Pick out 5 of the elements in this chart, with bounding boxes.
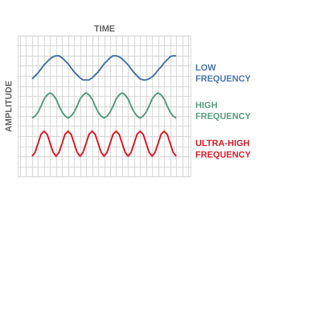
text: ULTRA-HIGH FREQUENCY bbox=[195, 138, 251, 160]
text: LOW FREQUENCY bbox=[195, 62, 251, 84]
y-axis-title: AMPLITUDE bbox=[4, 80, 14, 132]
x-axis-title: TIME bbox=[94, 23, 116, 34]
text: HIGH FREQUENCY bbox=[195, 100, 251, 122]
